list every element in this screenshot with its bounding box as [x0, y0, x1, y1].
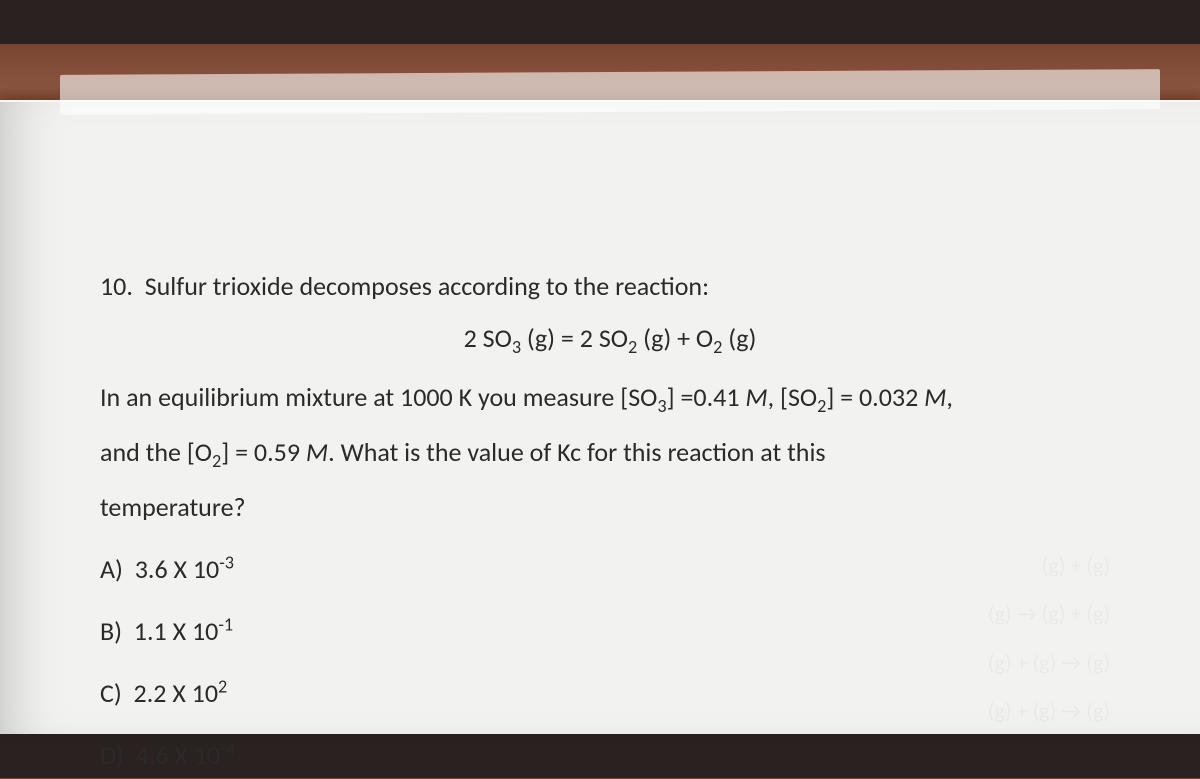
eq-mid: 2 SO [580, 322, 628, 354]
question-number: 10. [100, 270, 133, 302]
body-text: . What is the value of Kc for this react… [328, 436, 825, 468]
question-body-line2: and the [O2] = 0.59 M. What is the value… [100, 428, 1120, 479]
question-intro: 10. Sulfur trioxide decomposes according… [100, 262, 1120, 310]
option-label: A) [100, 553, 123, 585]
body-text: ] = 0.032 [826, 381, 924, 413]
option-d: D) 4.6 X 10-4 [100, 731, 1120, 779]
option-exp: 2 [218, 675, 227, 697]
body-text: ] = 0.59 [221, 436, 306, 468]
option-b: B) 1.1 X 10-1 [100, 607, 1120, 655]
eq-sub: 2 [628, 336, 637, 358]
eq-text: (g) = [521, 322, 580, 354]
body-text: , [SO [768, 381, 818, 413]
option-value: 2.2 X 10 [134, 677, 219, 709]
option-a: A) 3.6 X 10-3 [100, 545, 1120, 593]
option-exp: -3 [219, 551, 234, 573]
eq-lhs: 2 SO [464, 322, 512, 354]
body-text: and the [O [100, 436, 212, 468]
question-body-line1: In an equilibrium mixture at 1000 K you … [100, 373, 1120, 424]
option-exp: -1 [218, 613, 233, 635]
question-block: 10. Sulfur trioxide decomposes according… [100, 262, 1120, 779]
molar-unit: M [924, 381, 946, 413]
question-body-line3: temperature? [100, 483, 1120, 531]
molar-unit: M [306, 436, 328, 468]
sub-2: 2 [212, 450, 221, 472]
sub-3: 3 [657, 395, 666, 417]
eq-sub: 3 [512, 336, 521, 358]
option-label: B) [100, 615, 122, 647]
option-c: C) 2.2 X 102 [100, 669, 1120, 717]
option-value: 1.1 X 10 [134, 615, 219, 647]
question-intro-text: Sulfur trioxide decomposes according to … [145, 270, 709, 302]
body-text: ] =0.41 [667, 381, 746, 413]
answer-options: A) 3.6 X 10-3 B) 1.1 X 10-1 C) 2.2 X 102… [100, 545, 1120, 779]
body-text: , [946, 381, 953, 413]
eq-text: (g) [722, 322, 756, 354]
body-text: In an equilibrium mixture at 1000 K you … [100, 381, 657, 413]
option-value: 3.6 X 10 [135, 553, 220, 585]
option-label: D) [100, 739, 124, 771]
option-value: 4.6 X 10 [136, 739, 221, 771]
reaction-equation: 2 SO3 (g) = 2 SO2 (g) + O2 (g) [100, 314, 1120, 365]
option-label: C) [100, 677, 122, 709]
molar-unit: M [745, 381, 767, 413]
option-exp: -4 [220, 737, 235, 759]
eq-sub: 2 [713, 336, 722, 358]
worksheet-page: 10. Sulfur trioxide decomposes according… [0, 100, 1200, 734]
sub-2: 2 [817, 395, 826, 417]
eq-text: (g) + O [637, 322, 713, 354]
